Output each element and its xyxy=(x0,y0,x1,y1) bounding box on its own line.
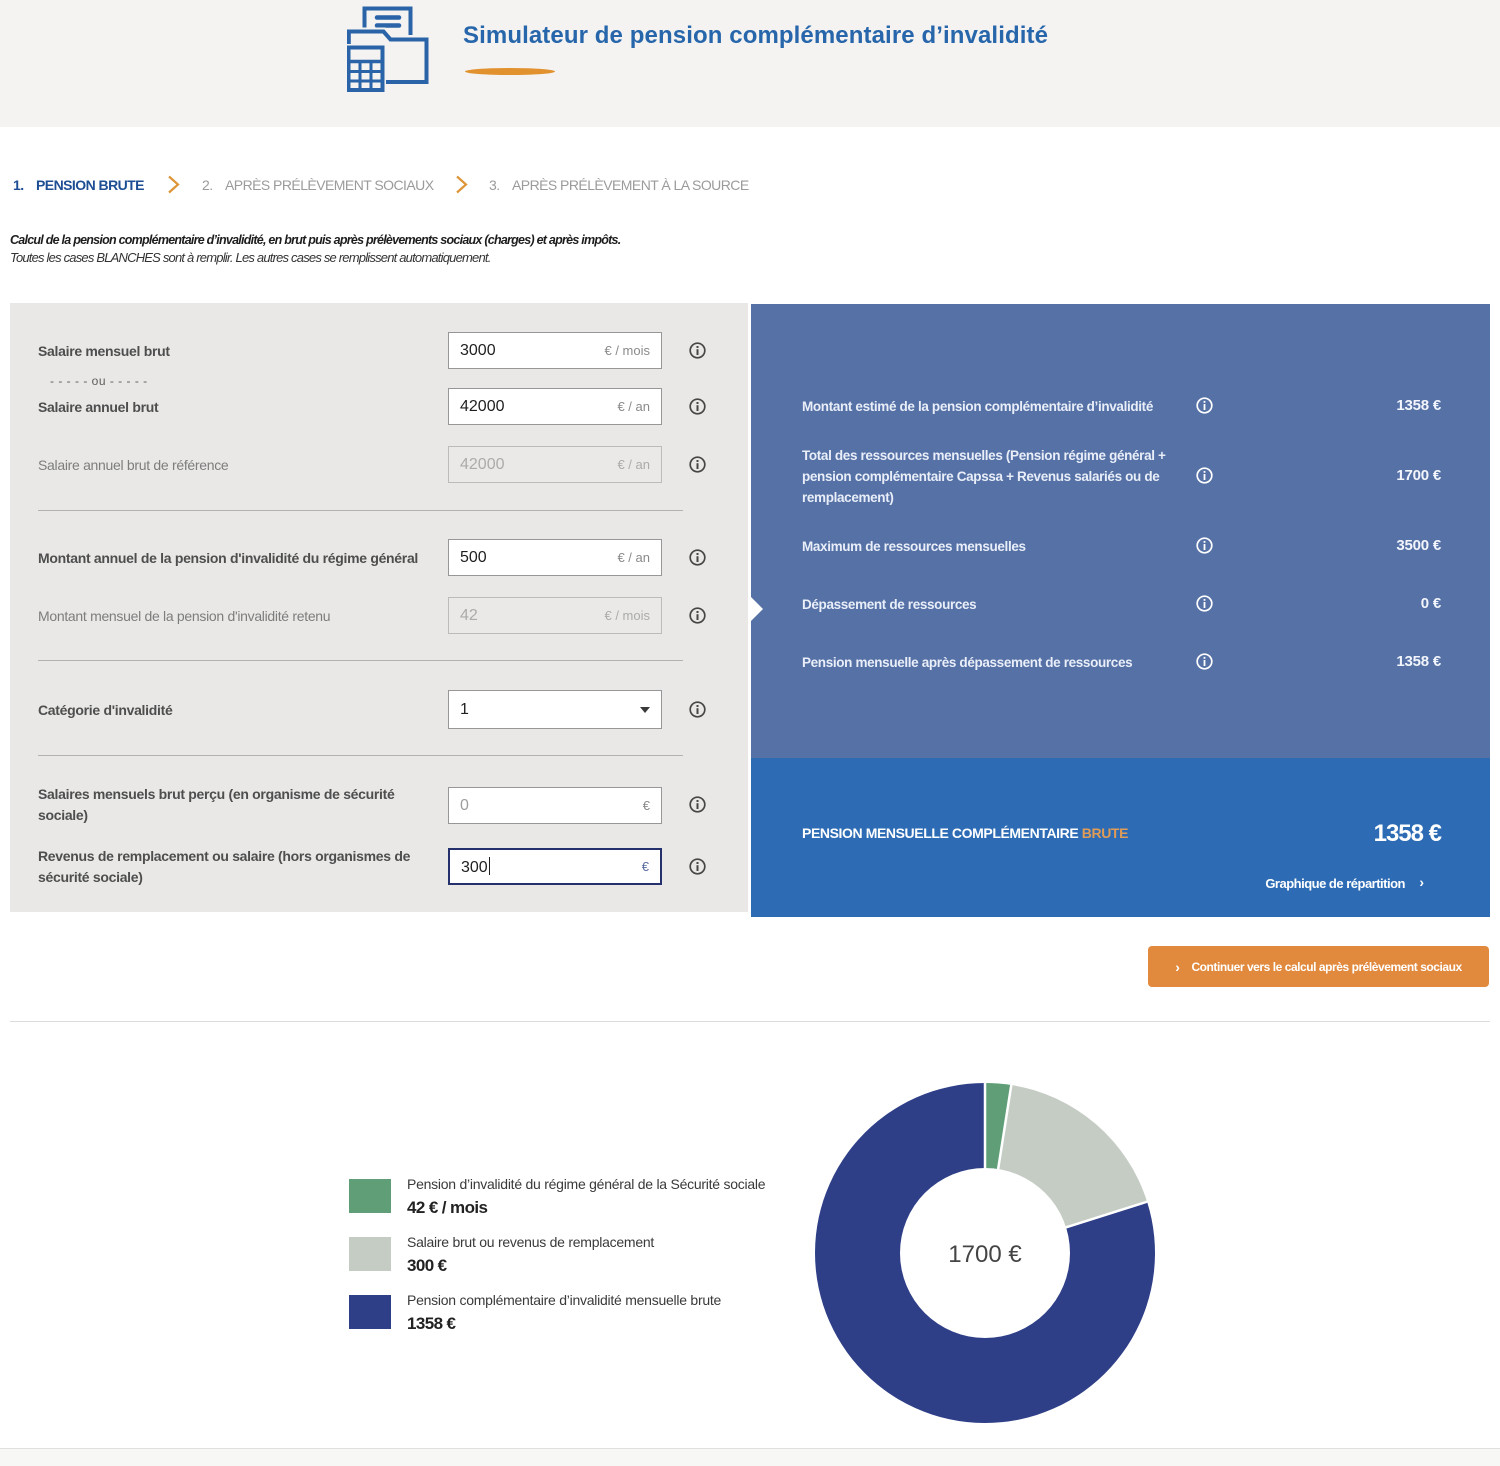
svg-text:1700 €: 1700 € xyxy=(948,1241,1022,1268)
